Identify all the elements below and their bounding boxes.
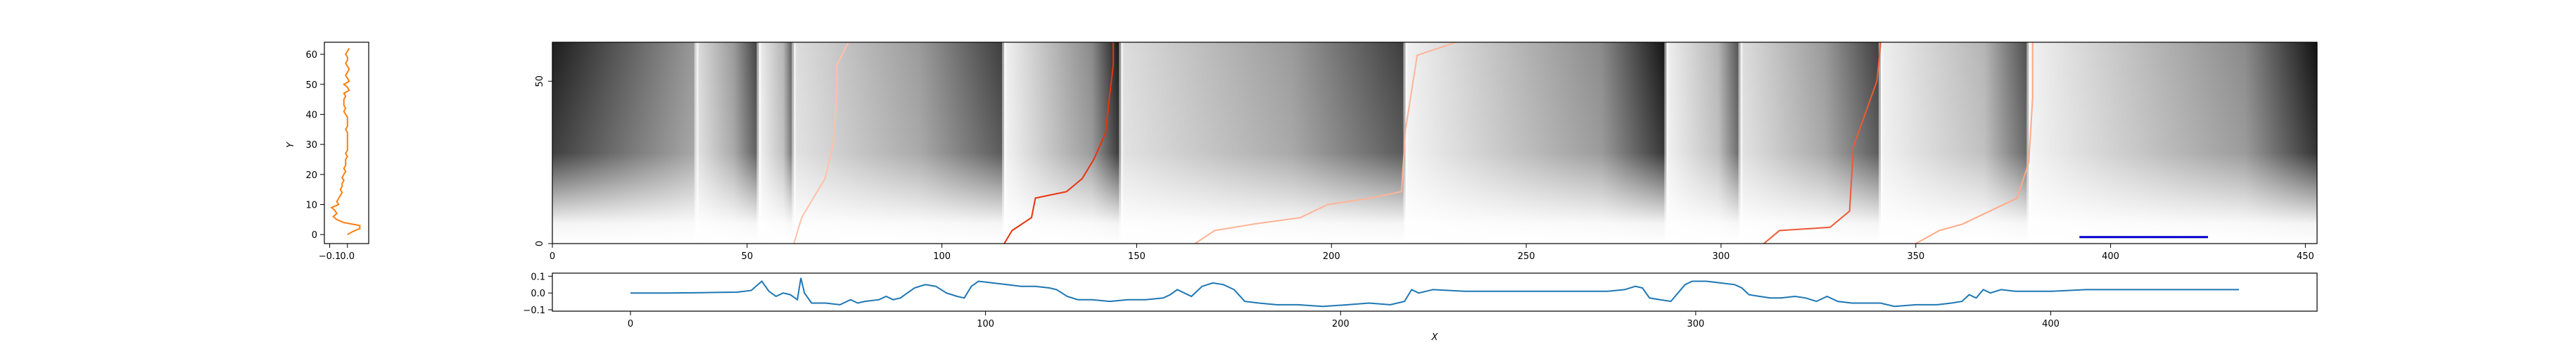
- left-ytick-label: 60: [305, 50, 317, 61]
- warp-path: [793, 42, 849, 244]
- bottom-xtick-label: 400: [2042, 319, 2060, 329]
- main-ytick-label: 50: [535, 75, 545, 87]
- warp-path: [1763, 42, 1882, 244]
- main-xtick-label: 0: [550, 251, 555, 262]
- main-ytick-label: 0: [535, 241, 545, 246]
- main-xtick-label: 250: [1518, 251, 1535, 262]
- segment-boundary: [1403, 42, 1408, 244]
- main-xtick-label: 300: [1713, 251, 1730, 262]
- main-xtick-label: 100: [933, 251, 951, 262]
- bottom-profile-line: [630, 277, 2239, 308]
- heatmap-image: [552, 42, 2317, 244]
- main-xtick-label: 200: [1323, 251, 1340, 262]
- left-ytick-label: 50: [305, 80, 317, 91]
- segment-boundary: [1878, 42, 1883, 244]
- segment-boundary: [694, 42, 699, 244]
- segment-boundary: [2026, 42, 2031, 244]
- main-xtick-label: 150: [1128, 251, 1146, 262]
- main-xtick-label: 450: [2297, 251, 2314, 262]
- segment-boundary: [1664, 42, 1669, 244]
- bottom-xtick-label: 300: [1687, 319, 1704, 329]
- bottom-panel: 0 100 200 300 400 −0.1 0.0 0.1 X: [523, 272, 2318, 343]
- left-profile-line: [330, 47, 361, 236]
- warp-path: [1003, 42, 1115, 244]
- left-ytick-label: 30: [305, 140, 317, 151]
- left-ylabel: Y: [286, 142, 296, 148]
- segment-boundary: [1738, 42, 1743, 244]
- left-ytick-label: 20: [305, 170, 317, 181]
- warp-path: [1194, 42, 1457, 244]
- main-xtick-label: 350: [1907, 251, 1924, 262]
- segment-boundary: [1119, 42, 1124, 244]
- bottom-xlabel: X: [1431, 332, 1439, 343]
- bottom-xtick-label: 0: [628, 319, 633, 329]
- left-xtick-label: −0.1: [319, 251, 341, 262]
- left-ytick-label: 0: [312, 230, 317, 241]
- main-panel: 0 50 100 150 200 250 300 350 400 450 0 50: [535, 42, 2318, 262]
- bottom-ytick-label: −0.1: [523, 306, 545, 316]
- left-axes-frame: [324, 42, 369, 244]
- bottom-ytick-label: 0.1: [531, 272, 545, 282]
- bottom-ytick-label: 0.0: [531, 289, 545, 299]
- left-xtick-label: 0.0: [340, 251, 355, 262]
- left-panel: −0.1 0.0 0 10 20 30 40 50 60 Y: [286, 42, 369, 262]
- bottom-xtick-label: 100: [977, 319, 994, 329]
- segment-boundary: [756, 42, 761, 244]
- segment-boundary: [792, 42, 797, 244]
- main-xtick-label: 400: [2102, 251, 2119, 262]
- left-ytick-label: 40: [305, 110, 317, 120]
- warp-path: [1915, 42, 2033, 244]
- bottom-axes-frame: [552, 272, 2318, 312]
- bottom-xtick-label: 200: [1332, 319, 1350, 329]
- main-axes-frame: [552, 42, 2318, 244]
- main-xtick-label: 50: [742, 251, 754, 262]
- left-ytick-label: 10: [305, 201, 317, 211]
- segment-boundary: [1002, 42, 1007, 244]
